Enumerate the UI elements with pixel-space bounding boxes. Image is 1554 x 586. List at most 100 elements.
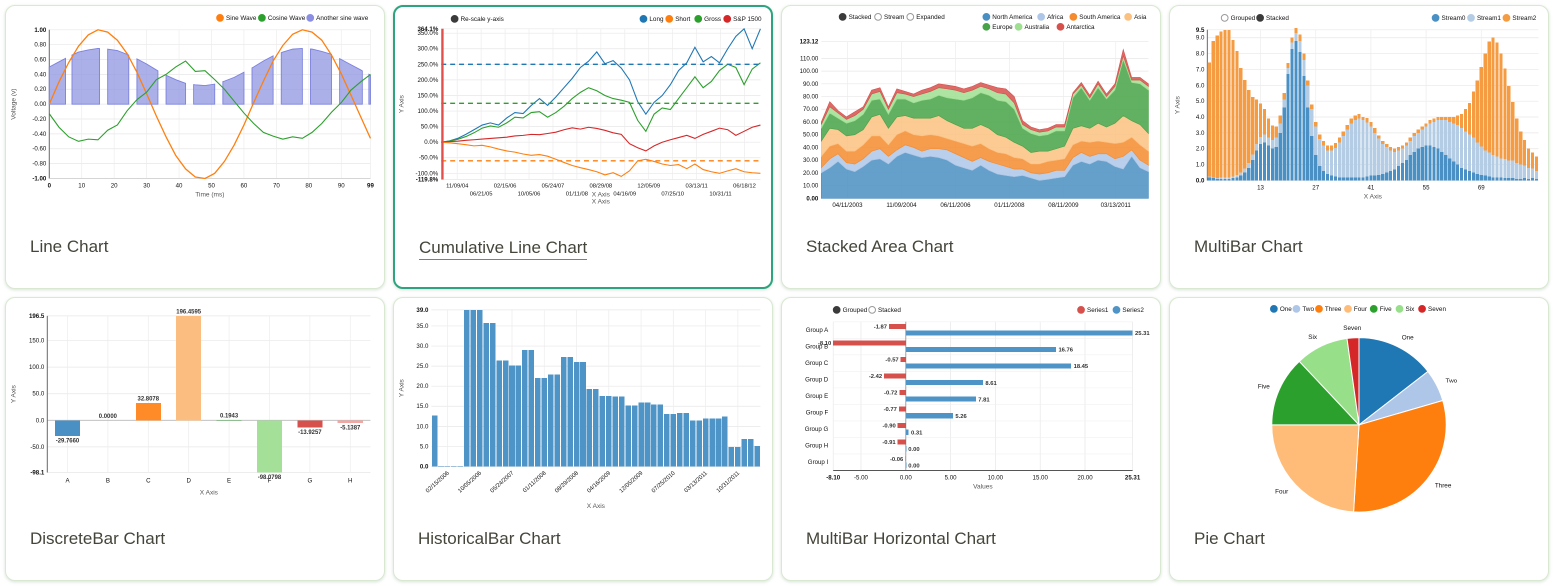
bar-segment[interactable] — [1463, 169, 1468, 181]
bar[interactable] — [631, 405, 638, 467]
legend-item-five[interactable]: Five — [1369, 305, 1392, 314]
series-line-gross[interactable] — [441, 62, 761, 143]
legend-item-stream1[interactable]: Stream1 — [1467, 14, 1502, 23]
legend-item-asia[interactable]: Asia — [1124, 13, 1147, 22]
bar-segment[interactable] — [1345, 177, 1349, 181]
bar-segment[interactable] — [1353, 177, 1357, 181]
panel-title-stacked-area-chart[interactable]: Stacked Area Chart — [806, 237, 954, 256]
bar-segment[interactable] — [1361, 120, 1365, 178]
bar-segment[interactable] — [1302, 53, 1306, 60]
bar-segment[interactable] — [1385, 143, 1389, 148]
panel-stacked-area-chart[interactable]: 123.12 110.00 100.00 90.00 80.00 70.00 60.00 50… — [781, 5, 1161, 289]
bar-segment[interactable] — [1290, 48, 1294, 181]
bar-segment[interactable] — [1463, 109, 1468, 132]
bar-segment[interactable] — [1262, 142, 1267, 181]
bar-segment[interactable] — [1519, 131, 1523, 165]
bar-segment[interactable] — [1318, 134, 1322, 140]
legend-item-australia[interactable]: Australia — [1014, 22, 1050, 31]
control-item-grouped[interactable]: Grouped — [832, 306, 868, 315]
bar-segment[interactable] — [1262, 134, 1267, 143]
bar[interactable] — [470, 309, 477, 467]
bar-segment[interactable] — [1487, 176, 1491, 181]
bar-segment[interactable] — [1270, 140, 1274, 149]
pie-slice-five[interactable] — [1271, 360, 1361, 426]
bar-segment[interactable] — [1404, 142, 1409, 146]
bar-segment[interactable] — [1440, 151, 1444, 181]
bar-segment[interactable] — [1519, 164, 1523, 179]
bar-segment[interactable] — [1231, 40, 1235, 177]
bar-segment[interactable] — [1440, 117, 1444, 121]
bar-F[interactable] — [256, 420, 282, 473]
pie-slice-four[interactable] — [1271, 424, 1360, 513]
legend-item-one[interactable]: One — [1270, 305, 1293, 314]
bar-segment[interactable] — [1318, 139, 1322, 167]
bar[interactable] — [476, 309, 483, 467]
bar-segment[interactable] — [1404, 145, 1409, 160]
bar[interactable] — [754, 446, 760, 467]
bar-segment[interactable] — [1235, 177, 1239, 181]
bar-segment[interactable] — [1290, 42, 1294, 49]
legend-item-sine-wave[interactable]: Sine Wave — [216, 14, 257, 23]
bar-segment[interactable] — [1534, 170, 1539, 179]
bar-segment[interactable] — [1523, 178, 1527, 181]
bar-segment[interactable] — [1329, 150, 1334, 176]
bar-segment[interactable] — [1408, 155, 1412, 181]
bar-segment[interactable] — [1337, 142, 1341, 178]
bar-segment[interactable] — [1511, 101, 1515, 161]
bar-segment[interactable] — [1467, 170, 1472, 181]
bar-segment[interactable] — [1377, 174, 1381, 181]
legend-item-stream2[interactable]: Stream2 — [1502, 14, 1537, 23]
bar-segment[interactable] — [1392, 169, 1397, 181]
bar-segment[interactable] — [1381, 143, 1385, 175]
bar-segment[interactable] — [1341, 136, 1345, 178]
legend-item-stream0[interactable]: Stream0 — [1431, 14, 1466, 23]
bar-segment[interactable] — [1444, 155, 1448, 181]
bar-segment[interactable] — [1266, 137, 1271, 146]
pie-slice-seven[interactable] — [1346, 337, 1360, 425]
bar-segment[interactable] — [1239, 175, 1243, 181]
bar[interactable] — [657, 404, 664, 467]
bar-series1-group-e[interactable] — [899, 389, 906, 396]
bar-segment[interactable] — [1341, 131, 1345, 137]
bar-series1-group-c[interactable] — [900, 356, 906, 363]
bar-segment[interactable] — [1266, 118, 1271, 138]
bar[interactable] — [599, 395, 606, 467]
bar[interactable] — [464, 309, 470, 467]
bar-segment[interactable] — [1258, 136, 1263, 144]
panel-cumulative-line-chart[interactable]: 364.1% 350.0% 300.0% 250.0% 200.0% 150.0% 100.… — [393, 5, 773, 289]
panel-multibar-horizontal-chart[interactable]: -8.10 -5.00 0.00 5.00 10.00 15.00 20.00 25.31 Gr… — [781, 297, 1161, 581]
panel-historicalbar-chart[interactable]: 39.0 35.0 30.0 25.0 20.0 15.0 10.0 5.0 0.0 Y Axis… — [393, 297, 773, 581]
bar[interactable] — [535, 377, 541, 467]
bar-segment[interactable] — [1302, 59, 1306, 76]
legend-item-three[interactable]: Three — [1315, 305, 1342, 314]
bar-segment[interactable] — [1483, 150, 1487, 176]
bar-segment[interactable] — [1452, 161, 1456, 181]
control-item-stream[interactable]: Stream — [874, 13, 905, 22]
bar-segment[interactable] — [1306, 80, 1310, 86]
bar-segment[interactable] — [1515, 163, 1519, 179]
bar-segment[interactable] — [1416, 129, 1420, 133]
bar[interactable] — [593, 389, 599, 467]
bar-segment[interactable] — [1227, 178, 1231, 181]
control-item-stacked[interactable]: Stacked — [1256, 14, 1290, 23]
bar-segment[interactable] — [1436, 117, 1440, 121]
bar-segment[interactable] — [1487, 152, 1491, 177]
bar-segment[interactable] — [1215, 178, 1219, 179]
legend-item-short[interactable]: Short — [665, 15, 691, 24]
legend-item-europe[interactable]: Europe — [982, 22, 1013, 31]
bar-segment[interactable] — [1251, 97, 1255, 155]
bar-segment[interactable] — [1286, 74, 1290, 181]
series-line-cosine-wave[interactable] — [48, 60, 371, 142]
bar-segment[interactable] — [1408, 140, 1412, 156]
bar-segment[interactable] — [1385, 147, 1389, 173]
legend-item-six[interactable]: Six — [1395, 305, 1415, 314]
bar-segment[interactable] — [1404, 159, 1409, 181]
bar-segment[interactable] — [1388, 150, 1393, 171]
bar-segment[interactable] — [1400, 163, 1405, 181]
bar-segment[interactable] — [1475, 174, 1479, 181]
bar[interactable] — [541, 377, 548, 467]
bar-segment[interactable] — [1369, 126, 1373, 176]
bar-segment[interactable] — [1333, 143, 1338, 148]
bar-segment[interactable] — [1491, 37, 1495, 156]
bar[interactable] — [522, 350, 528, 467]
